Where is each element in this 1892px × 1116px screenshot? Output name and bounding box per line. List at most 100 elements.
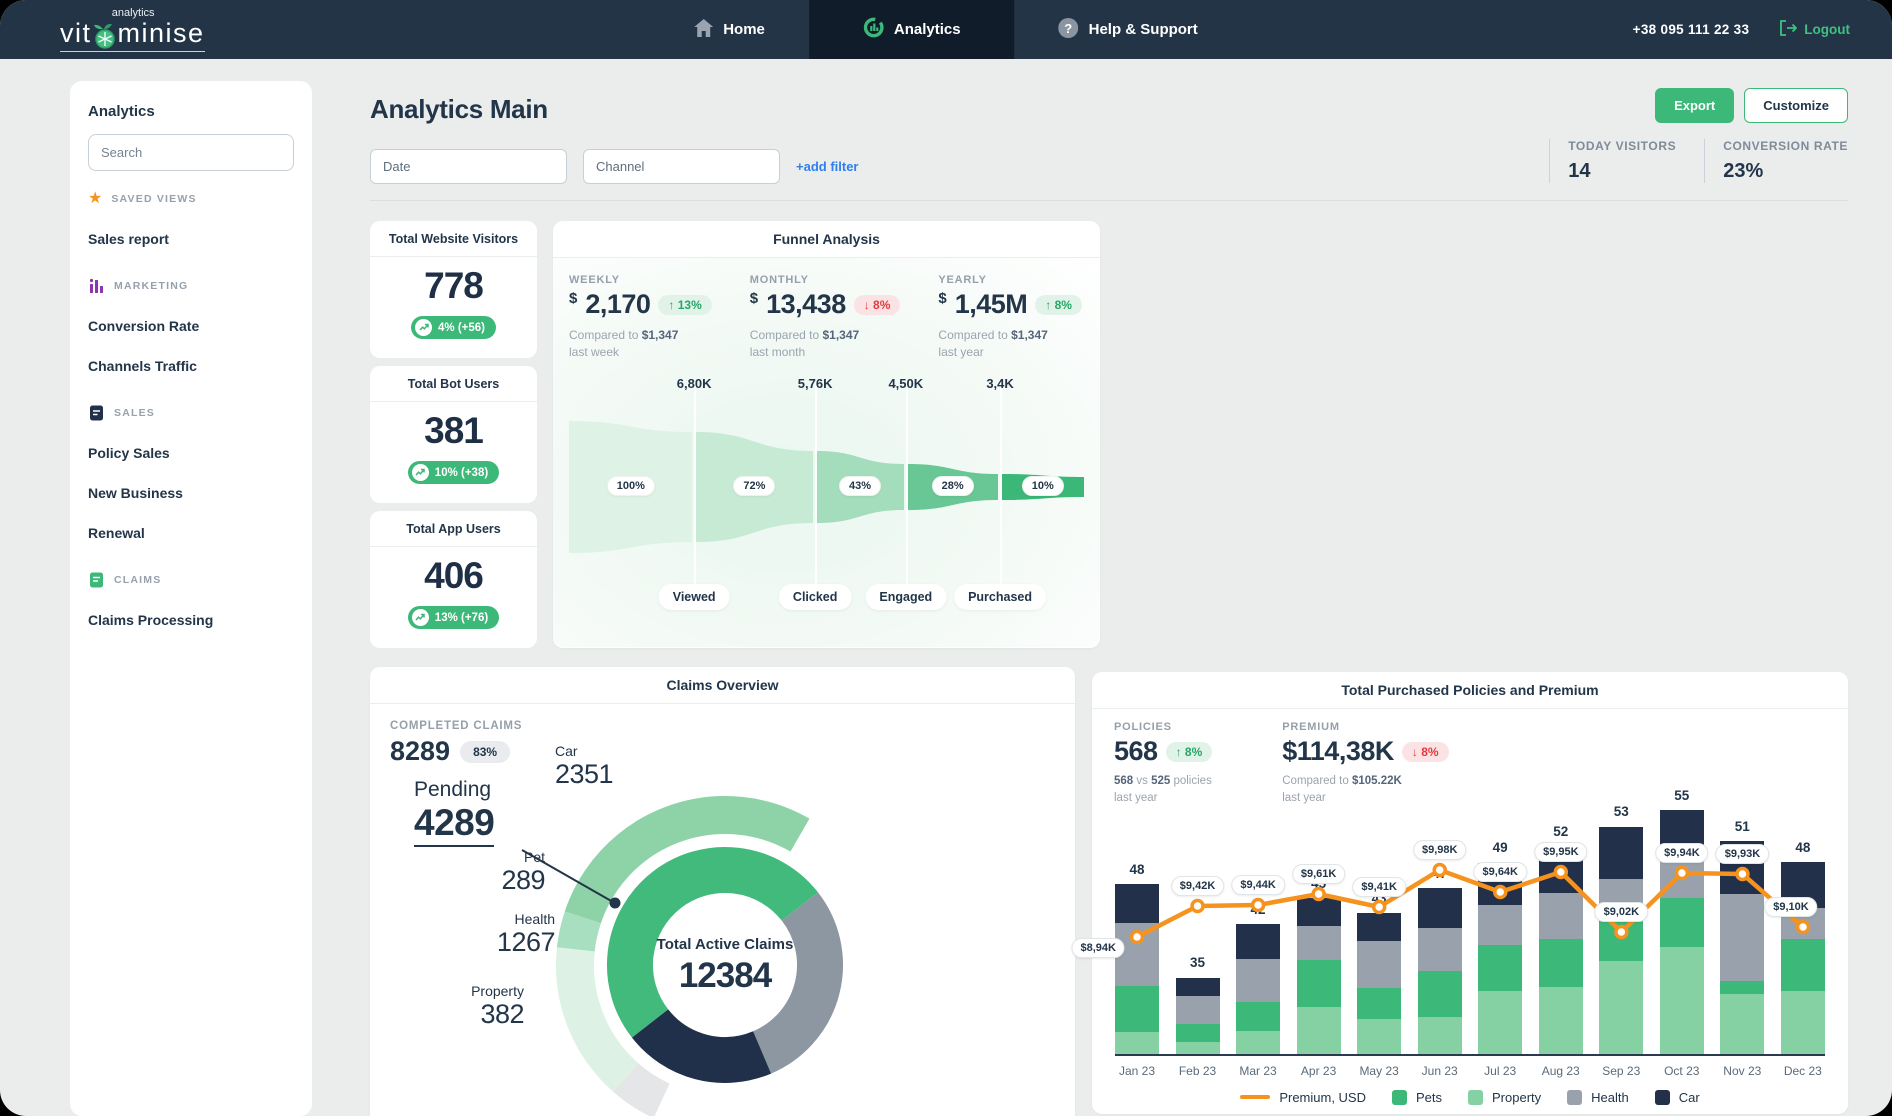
premium-point-label: $8,94K bbox=[1071, 937, 1125, 958]
nav-item-analytics[interactable]: Analytics bbox=[808, 0, 1015, 59]
sidebar-groups: MARKETING Conversion Rate Channels Traffic… bbox=[88, 277, 294, 628]
bar-segment-health bbox=[1720, 893, 1765, 981]
funnel-stage-viewed: Viewed bbox=[658, 583, 730, 610]
stat-card-total-bot-users: Total Bot Users 381 10% (+38) bbox=[370, 366, 537, 503]
sidebar-item-sales-report[interactable]: Sales report bbox=[88, 231, 169, 247]
bar-segment-property bbox=[1236, 1030, 1281, 1054]
bar-segment-property bbox=[1357, 1018, 1402, 1054]
bar-segment-pets bbox=[1115, 985, 1159, 1032]
month-label: Feb 23 bbox=[1178, 1063, 1217, 1078]
funnel-kpis: WEEKLY $2,170 ↑ 13% Compared to $1,347 last … bbox=[569, 274, 1084, 362]
svg-text:?: ? bbox=[1065, 21, 1073, 36]
bar-plot: 48 35 42 4543 47 49 52 53 55 51 48 $8,94K $9,42K $9,4… bbox=[1071, 788, 1825, 1054]
month-label: Aug 23 bbox=[1541, 1063, 1580, 1078]
help-icon: ? bbox=[1058, 17, 1079, 42]
logout-button[interactable]: Logout bbox=[1779, 20, 1850, 39]
funnel-kpi-weekly: WEEKLY $2,170 ↑ 13% Compared to $1,347 last … bbox=[569, 274, 712, 362]
sidebar-group-label: MARKETING bbox=[88, 277, 294, 294]
funnel-stage-engaged: Engaged bbox=[865, 583, 947, 610]
month-label: Dec 23 bbox=[1783, 1063, 1822, 1078]
trend-up-icon bbox=[411, 609, 429, 626]
customize-button[interactable]: Customize bbox=[1744, 88, 1848, 123]
funnel-share-pill: 28% bbox=[931, 475, 974, 496]
trend-badge: 13% (+76) bbox=[407, 606, 500, 629]
logo-underline bbox=[60, 50, 205, 52]
bar-column-feb-23: 35 bbox=[1175, 955, 1220, 1054]
bar-segment-pets bbox=[1175, 1023, 1220, 1042]
sidebar-title: Analytics bbox=[88, 103, 155, 120]
sidebar-item-renewal[interactable]: Renewal bbox=[88, 525, 145, 541]
month-label: Oct 23 bbox=[1664, 1063, 1700, 1078]
bar-segment-pets bbox=[1538, 938, 1583, 987]
channel-filter-input[interactable] bbox=[583, 149, 780, 184]
funnel-analysis-card: Funnel Analysis WEEKLY $2,170 ↑ 13% Compare… bbox=[553, 221, 1100, 648]
policies-subnote: 568 vs 525 policies last year bbox=[1114, 775, 1212, 805]
month-label: Jun 23 bbox=[1421, 1063, 1458, 1078]
bar-column-dec-23: 48 bbox=[1780, 840, 1825, 1054]
nav-item-home[interactable]: Home bbox=[650, 0, 809, 59]
bar-chart-months: Jan 23 Feb 23 Mar 23 Apr 23 May 23 Jun 23 Jul … bbox=[1115, 1064, 1825, 1078]
date-filter-input[interactable] bbox=[370, 149, 567, 184]
header-actions: Export Customize bbox=[1655, 88, 1848, 123]
saved-views[interactable]: ★ SAVED VIEWS bbox=[88, 190, 197, 207]
bar-segment-car bbox=[1599, 826, 1644, 879]
bar-segment-property bbox=[1115, 1031, 1159, 1054]
bar-column-jun-23: 47 bbox=[1417, 866, 1462, 1054]
trend-up-icon bbox=[415, 319, 432, 336]
sidebar-item-conversion-rate[interactable]: Conversion Rate bbox=[88, 318, 200, 334]
sidebar-item-channels-traffic[interactable]: Channels Traffic bbox=[88, 358, 197, 374]
sidebar-item-new-business[interactable]: New Business bbox=[88, 485, 183, 501]
premium-point-label: $9,61K bbox=[1291, 863, 1346, 884]
bar-segment-health bbox=[1478, 904, 1523, 945]
premium-subnote: Compared to $105.22K last year bbox=[1282, 775, 1402, 805]
sidebar-group-label: CLAIMS bbox=[88, 571, 294, 588]
logout-icon bbox=[1779, 20, 1798, 39]
export-button[interactable]: Export bbox=[1655, 88, 1735, 123]
bar-segment-health bbox=[1659, 858, 1704, 898]
bar-segment-car bbox=[1236, 923, 1281, 959]
premium-point-label: $9,41K bbox=[1352, 876, 1406, 897]
bar-segment-health bbox=[1357, 940, 1402, 988]
stat-card-value: 406 bbox=[424, 555, 484, 596]
completed-claims: COMPLETED CLAIMS 8289 83% bbox=[390, 720, 523, 766]
completed-claims-value: 8289 bbox=[390, 736, 451, 766]
header-divider bbox=[370, 200, 1848, 201]
sidebar-item-policy-sales[interactable]: Policy Sales bbox=[88, 445, 170, 461]
premium-point-label: $9,93K bbox=[1715, 843, 1770, 864]
bar-segment-property bbox=[1659, 946, 1704, 1054]
bar-segment-health bbox=[1417, 927, 1462, 971]
premium-trend-badge: ↓ 8% bbox=[1401, 741, 1449, 762]
premium-value: $114,38K bbox=[1282, 736, 1394, 766]
add-filter-link[interactable]: +add filter bbox=[796, 159, 859, 174]
trend-badge: 4% (+56) bbox=[411, 316, 496, 339]
brand-wordmark: vit minise bbox=[60, 17, 205, 49]
brand-logo[interactable]: analytics vit minise bbox=[60, 7, 205, 52]
sidebar-item-claims-processing[interactable]: Claims Processing bbox=[88, 612, 214, 628]
bar-column-mar-23: 42 bbox=[1236, 902, 1281, 1054]
bar-total-label: 48 bbox=[1795, 839, 1811, 855]
bar-chart-icon bbox=[88, 277, 105, 294]
search-input[interactable] bbox=[88, 134, 294, 171]
home-icon bbox=[694, 18, 714, 41]
month-label: May 23 bbox=[1359, 1063, 1399, 1078]
trend-up-icon bbox=[411, 464, 429, 481]
sidebar-group-claims: CLAIMS Claims Processing bbox=[88, 571, 294, 628]
legend-item-health: Health bbox=[1567, 1089, 1629, 1105]
navbar-right: +38 095 111 22 33 Logout bbox=[1633, 20, 1850, 39]
premium-point-label: $9,98K bbox=[1412, 839, 1467, 860]
month-label: Jul 23 bbox=[1484, 1063, 1517, 1078]
bar-segment-pets bbox=[1478, 944, 1523, 991]
sidebar: Analytics ★ SAVED VIEWS Sales report MAR… bbox=[70, 81, 312, 1116]
bar-segment-pets bbox=[1720, 980, 1765, 994]
premium-point-label: $9,64K bbox=[1473, 861, 1528, 882]
bar-segment-pets bbox=[1357, 987, 1402, 1019]
bar-total-label: 55 bbox=[1674, 787, 1690, 803]
sidebar-group-sales: SALES Policy Sales New Business Renewal bbox=[88, 404, 294, 541]
bar-chart: 48 35 42 4543 47 49 52 53 55 51 48 $8,94K $9,42K $9,4… bbox=[1071, 788, 1825, 1078]
premium-point-label: $9,02K bbox=[1594, 901, 1649, 922]
funnel-share-pill: 43% bbox=[838, 475, 881, 496]
claims-document-icon bbox=[88, 571, 105, 588]
bar-segment-property bbox=[1780, 990, 1825, 1054]
bar-segment-pets bbox=[1296, 959, 1341, 1007]
nav-item-help[interactable]: ? Help & Support bbox=[1015, 0, 1242, 59]
